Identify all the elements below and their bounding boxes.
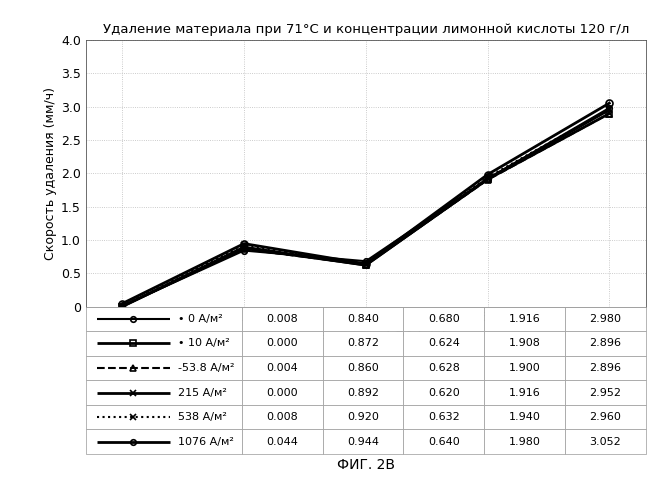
Text: ФИГ. 2В: ФИГ. 2В	[337, 458, 395, 471]
Text: 1076 А/м²: 1076 А/м²	[178, 437, 234, 447]
Y-axis label: Скорость удаления (мм/ч): Скорость удаления (мм/ч)	[43, 87, 57, 260]
Text: 215 А/м²: 215 А/м²	[178, 388, 227, 398]
Text: 538 А/м²: 538 А/м²	[178, 412, 227, 422]
Text: • 0 А/м²: • 0 А/м²	[178, 314, 223, 324]
Title: Удаление материала при 71°С и концентрации лимонной кислоты 120 г/л: Удаление материала при 71°С и концентрац…	[103, 23, 629, 36]
Text: -53.8 А/м²: -53.8 А/м²	[178, 363, 235, 373]
Text: • 10 А/м²: • 10 А/м²	[178, 338, 230, 348]
X-axis label: Концентрация ГФА (г/л): Концентрация ГФА (г/л)	[286, 328, 445, 342]
